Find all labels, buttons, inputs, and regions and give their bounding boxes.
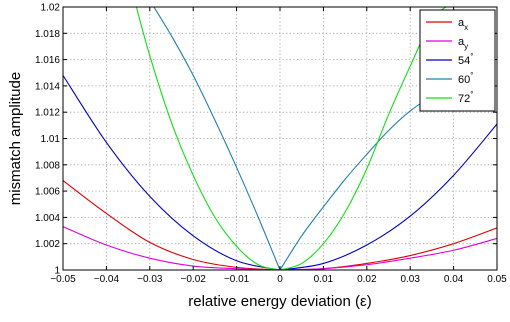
x-tick-label: −0.05	[50, 274, 76, 285]
y-axis-label: mismatch amplitude	[7, 72, 24, 205]
legend-label: 60°	[458, 71, 473, 86]
x-tick-label: −0.04	[94, 274, 120, 285]
x-tick-label: 0.02	[357, 274, 377, 285]
x-tick-label: 0.01	[314, 274, 334, 285]
series-line-3	[63, 75, 281, 270]
series-line-1	[63, 180, 281, 270]
grid-layer	[63, 7, 497, 270]
y-tick-label: 1.01	[41, 134, 61, 145]
y-tick-label: 1.002	[35, 239, 60, 250]
series-line-1	[279, 227, 497, 270]
series-layer	[63, 7, 497, 270]
y-tick-label: 1.014	[35, 81, 60, 92]
y-tick-label: 1.018	[35, 29, 60, 40]
y-tick-label: 1.02	[41, 3, 61, 14]
y-tick-label: 1.004	[35, 213, 60, 224]
x-axis-label: relative energy deviation (ε)	[188, 293, 371, 310]
x-tick-label: 0.05	[487, 274, 507, 285]
legend-label: 54°	[458, 52, 473, 67]
y-tick-label: 1	[54, 266, 60, 277]
legend-label: ay	[458, 36, 468, 51]
x-tick-label: 0.04	[444, 274, 464, 285]
y-tick-label: 1.006	[35, 187, 60, 198]
series-line-3	[279, 123, 497, 270]
y-tick-label: 1.008	[35, 160, 60, 171]
series-line-2	[63, 226, 281, 270]
legend-label: ax	[458, 17, 468, 32]
series-line-2	[279, 237, 497, 270]
series-line-5	[135, 7, 281, 270]
y-tick-label: 1.012	[35, 108, 60, 119]
x-tick-label: −0.01	[224, 274, 250, 285]
x-tick-label: −0.03	[137, 274, 163, 285]
legend-label: 72°	[458, 90, 473, 105]
series-line-4	[153, 7, 281, 270]
ticks-layer: −0.05 −0.04 −0.03 −0.02 −0.01 0 0.01 0.02 0.03 0.…	[35, 3, 507, 286]
x-tick-label: 0	[277, 274, 283, 285]
x-tick-label: −0.02	[181, 274, 207, 285]
x-tick-label: 0.03	[400, 274, 420, 285]
y-tick-label: 1.016	[35, 55, 60, 66]
